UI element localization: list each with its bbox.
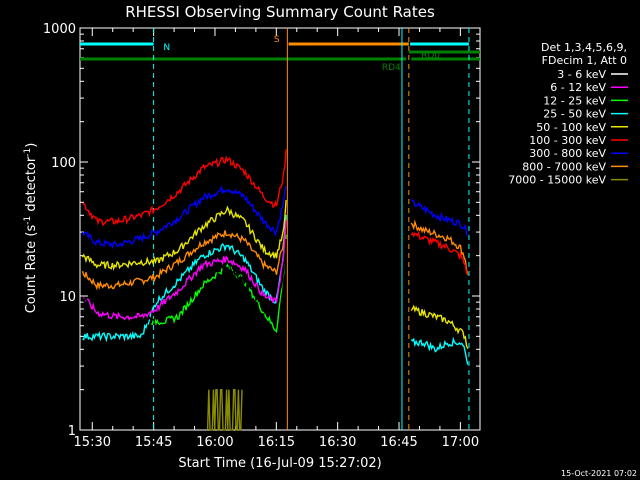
series-line — [81, 184, 287, 250]
legend-label: 7000 - 15000 keV — [508, 174, 606, 187]
series-line — [81, 238, 287, 331]
series-lines — [81, 149, 469, 431]
state-bars: N S RD0 RD4 — [80, 35, 480, 73]
state-bar-label: N — [163, 43, 170, 53]
series-line — [410, 198, 469, 236]
legend-label: 100 - 300 keV — [529, 134, 606, 147]
legend-label: 25 - 50 keV — [543, 108, 606, 121]
state-bar-label: RD0 — [421, 51, 440, 61]
legend-label: 3 - 6 keV — [557, 68, 606, 81]
series-line — [410, 230, 469, 275]
y-tick-label: 10 — [59, 290, 76, 305]
legend-header: FDecim 1, Att 0 — [542, 54, 627, 67]
state-bar-label: RD4 — [382, 63, 401, 73]
state-bar-label: S — [274, 35, 280, 45]
legend-label: 6 - 12 keV — [550, 81, 606, 94]
axis-ticks — [80, 27, 480, 431]
y-tick-labels: 1 10 100 1000 — [43, 22, 76, 439]
y-tick-label: 100 — [51, 156, 76, 171]
series-line — [410, 304, 469, 349]
legend-label: 300 - 800 keV — [529, 147, 606, 160]
series-line — [151, 234, 287, 334]
x-tick-label: 16:00 — [196, 435, 233, 450]
plot-frame — [79, 27, 481, 431]
series-line — [82, 149, 287, 227]
x-tick-label: 15:45 — [135, 435, 172, 450]
series-line — [206, 389, 243, 431]
series-line — [81, 217, 287, 291]
x-tick-label: 16:15 — [258, 435, 295, 450]
legend: Det 1,3,4,5,6,9,FDecim 1, Att 03 - 6 keV… — [508, 41, 628, 187]
series-line — [82, 220, 287, 321]
legend-label: 50 - 100 keV — [536, 121, 606, 134]
series-line — [82, 214, 287, 343]
x-tick-label: 15:30 — [74, 435, 111, 450]
legend-label: 800 - 7000 keV — [522, 160, 606, 173]
legend-label: 12 - 25 keV — [543, 94, 606, 107]
chart-title: RHESSI Observing Summary Count Rates — [125, 3, 435, 21]
series-line — [81, 199, 287, 271]
x-axis-label: Start Time (16-Jul-09 15:27:02) — [178, 456, 381, 471]
mode-markers — [153, 28, 470, 430]
timestamp: 15-Oct-2021 07:02 — [561, 469, 637, 478]
x-tick-label: 16:45 — [380, 435, 417, 450]
legend-header: Det 1,3,4,5,6,9, — [541, 41, 627, 54]
y-tick-label: 1 — [68, 424, 76, 439]
x-tick-labels: 15:30 15:45 16:00 16:15 16:30 16:45 17:00 — [74, 435, 480, 450]
y-axis-label: Count Rate (s-1 detector-1) — [23, 143, 39, 314]
series-line — [410, 336, 469, 365]
x-tick-label: 16:30 — [319, 435, 356, 450]
series-line — [410, 219, 469, 275]
y-tick-label: 1000 — [43, 22, 76, 37]
x-tick-label: 17:00 — [442, 435, 479, 450]
